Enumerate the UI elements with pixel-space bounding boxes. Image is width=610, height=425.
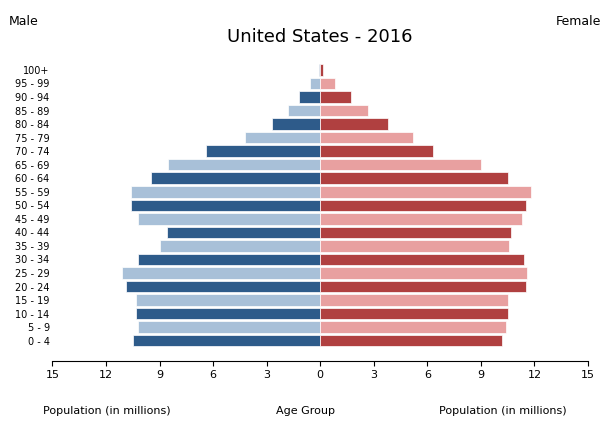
Bar [320, 227, 511, 238]
Bar [131, 186, 320, 198]
Bar [320, 321, 506, 333]
Bar [245, 132, 320, 143]
Bar [320, 118, 388, 130]
Bar [206, 145, 320, 157]
Bar [320, 145, 432, 157]
Bar [320, 186, 531, 198]
Bar [288, 105, 320, 116]
Bar [299, 91, 320, 103]
Bar [160, 240, 320, 252]
Bar [122, 267, 320, 279]
Text: Age Group: Age Group [276, 406, 334, 416]
Bar [133, 335, 320, 346]
Bar [320, 132, 413, 143]
Bar [320, 78, 336, 89]
Bar [320, 254, 524, 265]
Bar [320, 64, 323, 76]
Text: Population (in millions): Population (in millions) [439, 406, 567, 416]
Bar [320, 105, 368, 116]
Bar [138, 213, 320, 224]
Bar [126, 281, 320, 292]
Bar [320, 200, 525, 211]
Bar [320, 173, 508, 184]
Bar [320, 294, 508, 306]
Bar [320, 240, 509, 252]
Bar [138, 321, 320, 333]
Bar [320, 267, 527, 279]
Bar [319, 64, 320, 76]
Bar [167, 227, 320, 238]
Text: Female: Female [556, 15, 601, 28]
Bar [320, 281, 525, 292]
Text: Male: Male [9, 15, 39, 28]
Bar [320, 159, 481, 170]
Bar [136, 308, 320, 319]
Bar [320, 308, 508, 319]
Bar [168, 159, 320, 170]
Bar [138, 254, 320, 265]
Bar [320, 91, 351, 103]
Bar [320, 335, 502, 346]
Bar [310, 78, 320, 89]
Bar [136, 294, 320, 306]
Bar [320, 213, 522, 224]
Text: Population (in millions): Population (in millions) [43, 406, 171, 416]
Bar [272, 118, 320, 130]
Bar [131, 200, 320, 211]
Bar [151, 173, 320, 184]
Title: United States - 2016: United States - 2016 [228, 28, 413, 46]
